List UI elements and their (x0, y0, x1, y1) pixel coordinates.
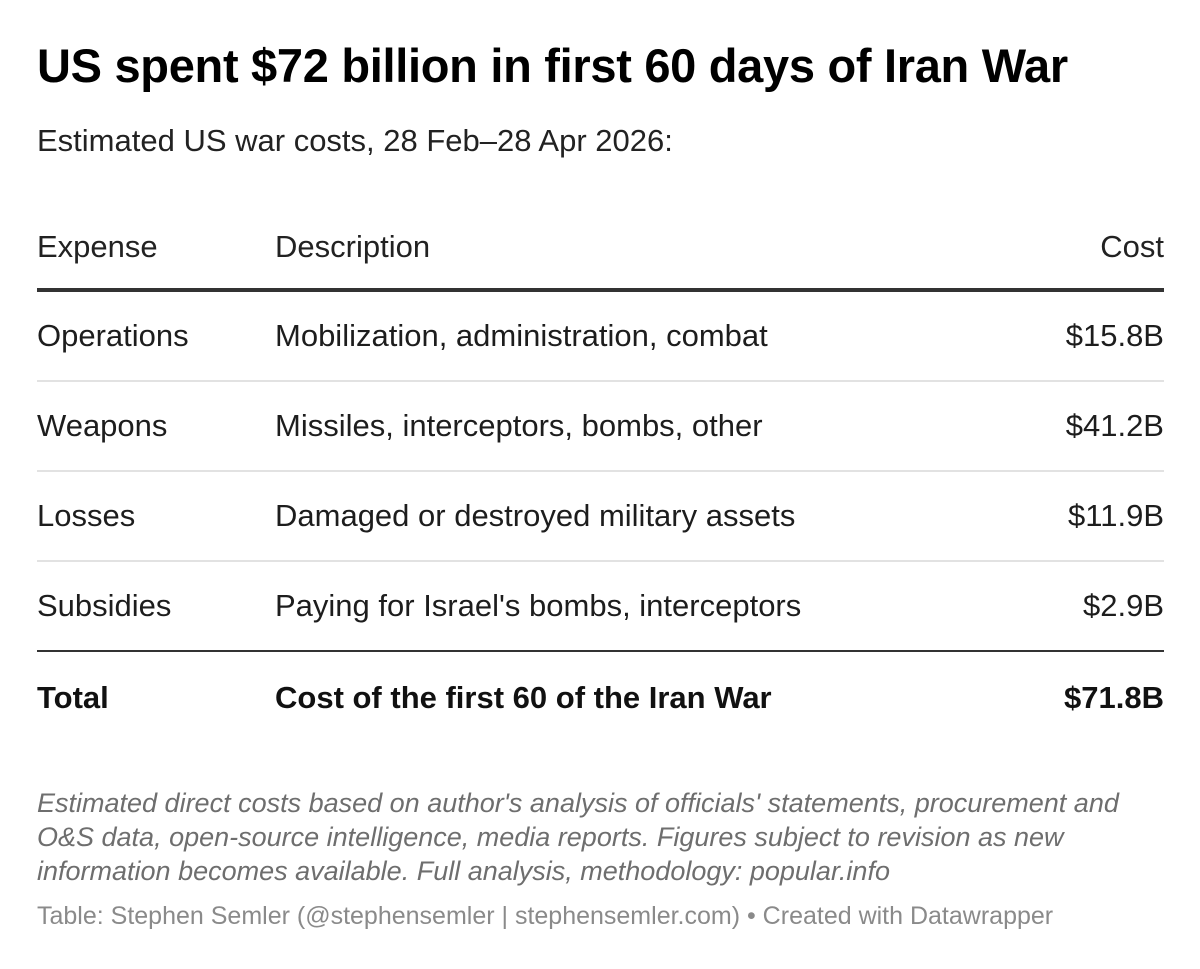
table-row: Subsidies Paying for Israel's bombs, int… (37, 561, 1164, 652)
cost-cell: $15.8B (915, 290, 1164, 382)
cost-table: Expense Description Cost Operations Mobi… (37, 205, 1164, 744)
table-header-row: Expense Description Cost (37, 205, 1164, 292)
cost-cell: $41.2B (915, 381, 1164, 472)
chart-title: US spent $72 billion in first 60 days of… (37, 39, 1068, 92)
cost-cell: $2.9B (915, 561, 1164, 652)
expense-cell: Losses (37, 471, 275, 562)
column-header-cost: Cost (915, 205, 1164, 292)
chart-source: Table: Stephen Semler (@stephensemler | … (37, 902, 1054, 930)
cost-cell: $11.9B (915, 471, 1164, 562)
total-cost: $71.8B (1064, 680, 1164, 715)
column-header-description: Description (275, 205, 915, 292)
total-description: Cost of the first 60 of the Iran War (275, 680, 772, 715)
column-header-expense: Expense (37, 205, 275, 292)
description-cell: Mobilization, administration, combat (275, 290, 915, 382)
total-row: Total Cost of the first 60 of the Iran W… (37, 651, 1164, 744)
chart-notes: Estimated direct costs based on author's… (37, 788, 1119, 886)
expense-cell: Operations (37, 290, 275, 382)
expense-cell: Weapons (37, 381, 275, 472)
table-row: Operations Mobilization, administration,… (37, 290, 1164, 382)
description-cell: Paying for Israel's bombs, interceptors (275, 561, 915, 652)
table-row: Weapons Missiles, interceptors, bombs, o… (37, 381, 1164, 472)
description-cell: Damaged or destroyed military assets (275, 471, 915, 562)
table-row: Losses Damaged or destroyed military ass… (37, 471, 1164, 562)
description-cell: Missiles, interceptors, bombs, other (275, 381, 915, 472)
chart-subtitle: Estimated US war costs, 28 Feb–28 Apr 20… (37, 123, 673, 158)
total-label: Total (37, 680, 109, 715)
expense-cell: Subsidies (37, 561, 275, 652)
